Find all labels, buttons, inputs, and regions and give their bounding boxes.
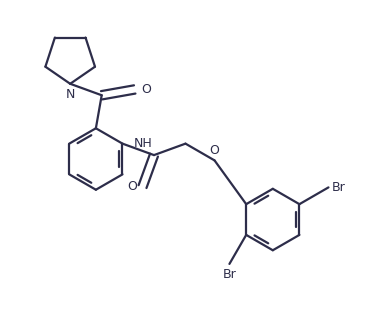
Text: Br: Br (332, 181, 346, 194)
Text: O: O (141, 83, 151, 96)
Text: N: N (65, 87, 75, 100)
Text: O: O (209, 144, 220, 157)
Text: Br: Br (223, 268, 236, 281)
Text: NH: NH (133, 137, 152, 150)
Text: O: O (127, 180, 137, 193)
